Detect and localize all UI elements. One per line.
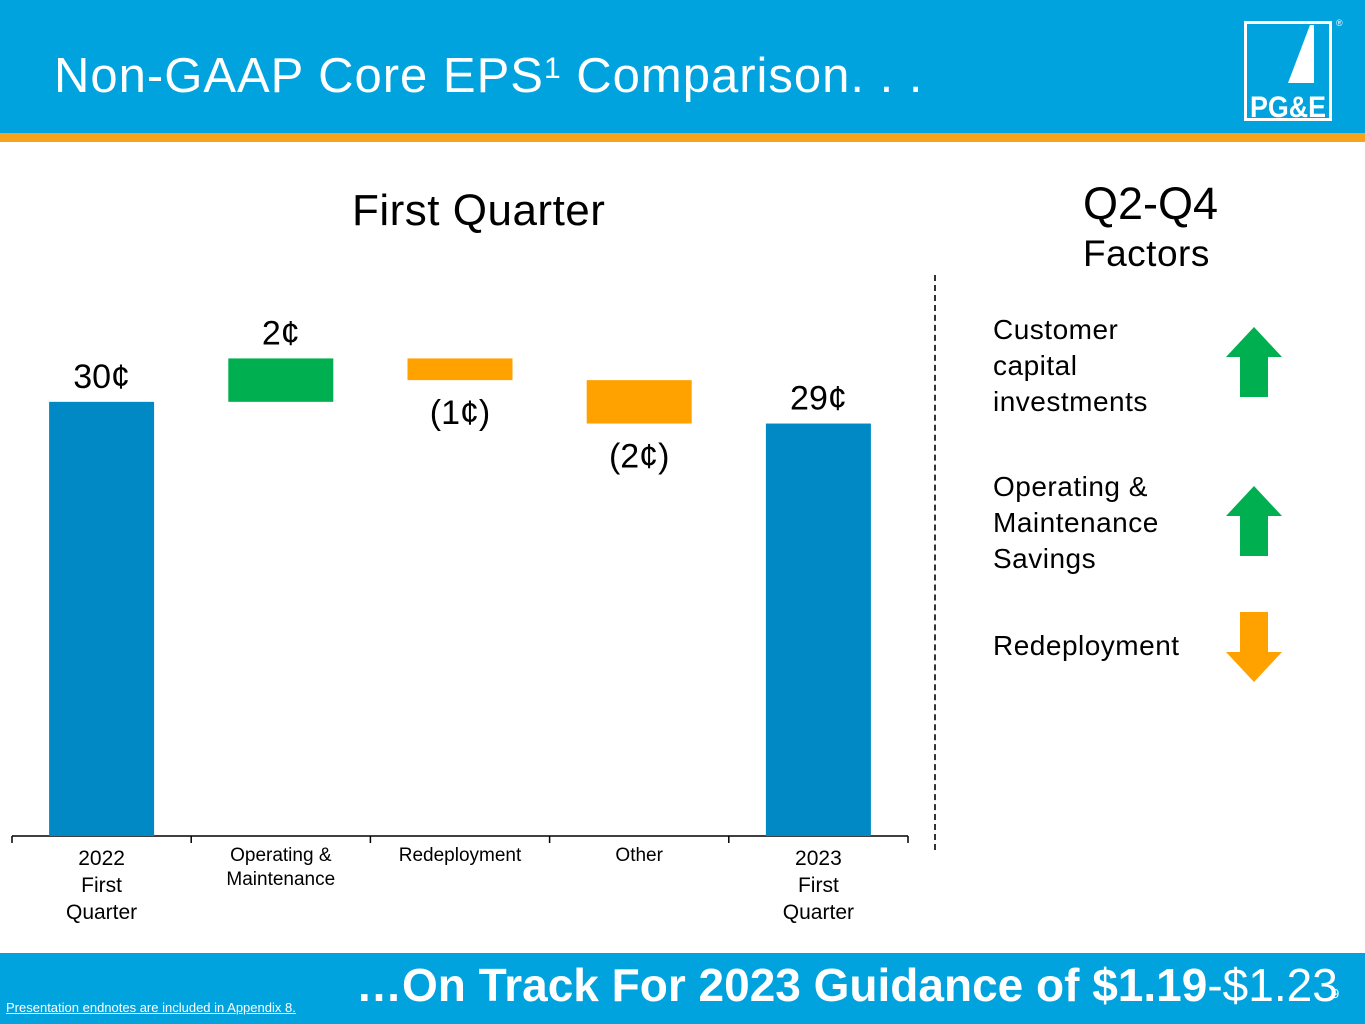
guidance-banner: …On Track For 2023 Guidance of $1.19-$1.… — [356, 958, 1338, 1012]
page-title: Non-GAAP Core EPS1 Comparison. . . — [54, 48, 924, 104]
guidance-bold: …On Track For 2023 Guidance of $1.19 — [356, 959, 1208, 1011]
data-label-2: (1¢) — [430, 394, 490, 432]
arrow-up-icon — [1226, 327, 1282, 397]
footer-bar — [0, 953, 1365, 1024]
header-stripe — [0, 133, 1365, 142]
header-bar — [0, 0, 1365, 133]
page-number: 9 — [1332, 986, 1340, 1001]
bar-2 — [407, 358, 513, 381]
endnote-link[interactable]: Presentation endnotes are included in Ap… — [6, 1000, 296, 1015]
page-title-suffix: Comparison. . . — [561, 49, 924, 103]
factors-subtitle: Factors — [1083, 233, 1210, 274]
factors-title: Q2-Q4 — [1083, 178, 1219, 229]
registered-mark: ® — [1336, 18, 1343, 28]
data-label-0: 30¢ — [73, 358, 130, 396]
eps-waterfall-chart: 30¢ 2022 First Quarter 2¢ Operating & Maintena… — [11, 314, 909, 924]
bar-4 — [765, 423, 871, 836]
category-label-0: 2022 First Quarter — [66, 847, 137, 924]
bar-3 — [586, 380, 692, 424]
section-divider — [934, 275, 936, 850]
chart-title: First Quarter — [352, 186, 606, 235]
data-label-4: 29¢ — [790, 380, 847, 418]
category-label-3: Other — [615, 845, 663, 866]
arrow-up-icon — [1226, 486, 1282, 556]
page-title-text: Non-GAAP Core EPS — [54, 49, 544, 103]
bar-0 — [49, 401, 155, 836]
guidance-range-end: -$1.23 — [1207, 959, 1338, 1011]
arrow-down-icon — [1226, 612, 1282, 682]
logo-text: PG&E — [1250, 91, 1326, 121]
pge-logo: PG&E — [1244, 21, 1332, 121]
category-label-2: Redeployment — [399, 845, 522, 866]
data-label-3: (2¢) — [609, 438, 669, 476]
title-footnote-marker: 1 — [543, 52, 562, 85]
factor-om-savings-label: Operating & Maintenance Savings — [993, 471, 1159, 574]
data-label-1: 2¢ — [262, 314, 300, 352]
category-label-1: Operating & Maintenance — [226, 845, 335, 890]
factor-customer-capital-label: Customer capital investments — [993, 314, 1148, 417]
category-label-4: 2023 First Quarter — [783, 847, 854, 924]
factor-redeployment-label: Redeployment — [993, 630, 1180, 661]
bar-1 — [228, 358, 334, 402]
